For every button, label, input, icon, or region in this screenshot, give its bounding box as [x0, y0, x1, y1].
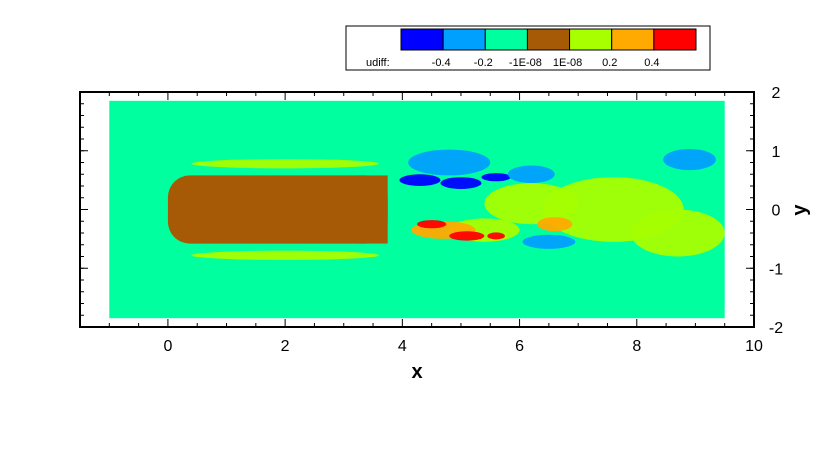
legend-swatch: [569, 28, 613, 51]
y-axis-title: y: [789, 204, 811, 216]
x-axis-title: x: [411, 361, 422, 383]
bluff-body: [167, 175, 388, 244]
plot-area: 0 2 4 6 8 10 210-1-2: [79, 85, 783, 355]
x-tick-label: 10: [745, 338, 763, 355]
wake-patch: [191, 158, 379, 169]
x-tick-label: 6: [515, 338, 524, 355]
wake-patch: [487, 232, 505, 240]
legend-swatches: [400, 28, 697, 51]
wake-patch: [481, 173, 511, 182]
wake-patch: [449, 231, 485, 241]
x-tick-label: 2: [281, 338, 290, 355]
legend-tick-label: -0.4: [432, 57, 451, 69]
x-axis-ticks: 0 2 4 6 8 10: [79, 92, 763, 355]
legend-tick-label: 0.4: [644, 57, 659, 69]
wake-patch: [507, 165, 555, 184]
wake-patch: [191, 250, 379, 261]
legend: udiff: -0.4 -0.2 -1E-08 1E-08 0.2 0.4: [345, 25, 711, 71]
legend-tick-label: 0.2: [602, 57, 617, 69]
y-tick-label: 2: [772, 85, 781, 102]
bluff-body-tail: [357, 175, 388, 244]
wake-patch: [399, 174, 441, 186]
legend-tick-label: 1E-08: [553, 57, 582, 69]
wake-patch: [408, 149, 491, 176]
wake-patch: [663, 148, 716, 171]
legend-swatch: [653, 28, 697, 51]
x-tick-label: 0: [163, 338, 172, 355]
legend-tick-label: -0.2: [474, 57, 493, 69]
y-axis-ticks: 2 1 0 -1 -2: [80, 85, 783, 337]
wake-patch: [537, 217, 573, 232]
wake-patch: [522, 234, 576, 249]
y-tick-label: 0: [772, 203, 781, 220]
legend-swatch: [484, 28, 528, 51]
legend-tick-labels: -0.4 -0.2 -1E-08 1E-08 0.2 0.4: [432, 57, 660, 69]
wake-patch: [417, 220, 447, 229]
wake-patch: [630, 209, 725, 257]
legend-tick-label: -1E-08: [509, 57, 542, 69]
y-tick-label: 1: [772, 144, 781, 161]
legend-swatch: [400, 28, 444, 51]
wake-field: [191, 148, 725, 261]
y-tick-label: -1: [769, 261, 783, 278]
legend-swatch: [526, 28, 571, 51]
legend-swatch: [442, 28, 486, 51]
legend-variable-label: udiff:: [366, 57, 390, 69]
y-tick-label: -2: [769, 320, 783, 337]
x-tick-label: 8: [632, 338, 641, 355]
x-tick-label: 4: [398, 338, 407, 355]
wake-patch: [440, 177, 482, 189]
legend-swatch: [611, 28, 655, 51]
